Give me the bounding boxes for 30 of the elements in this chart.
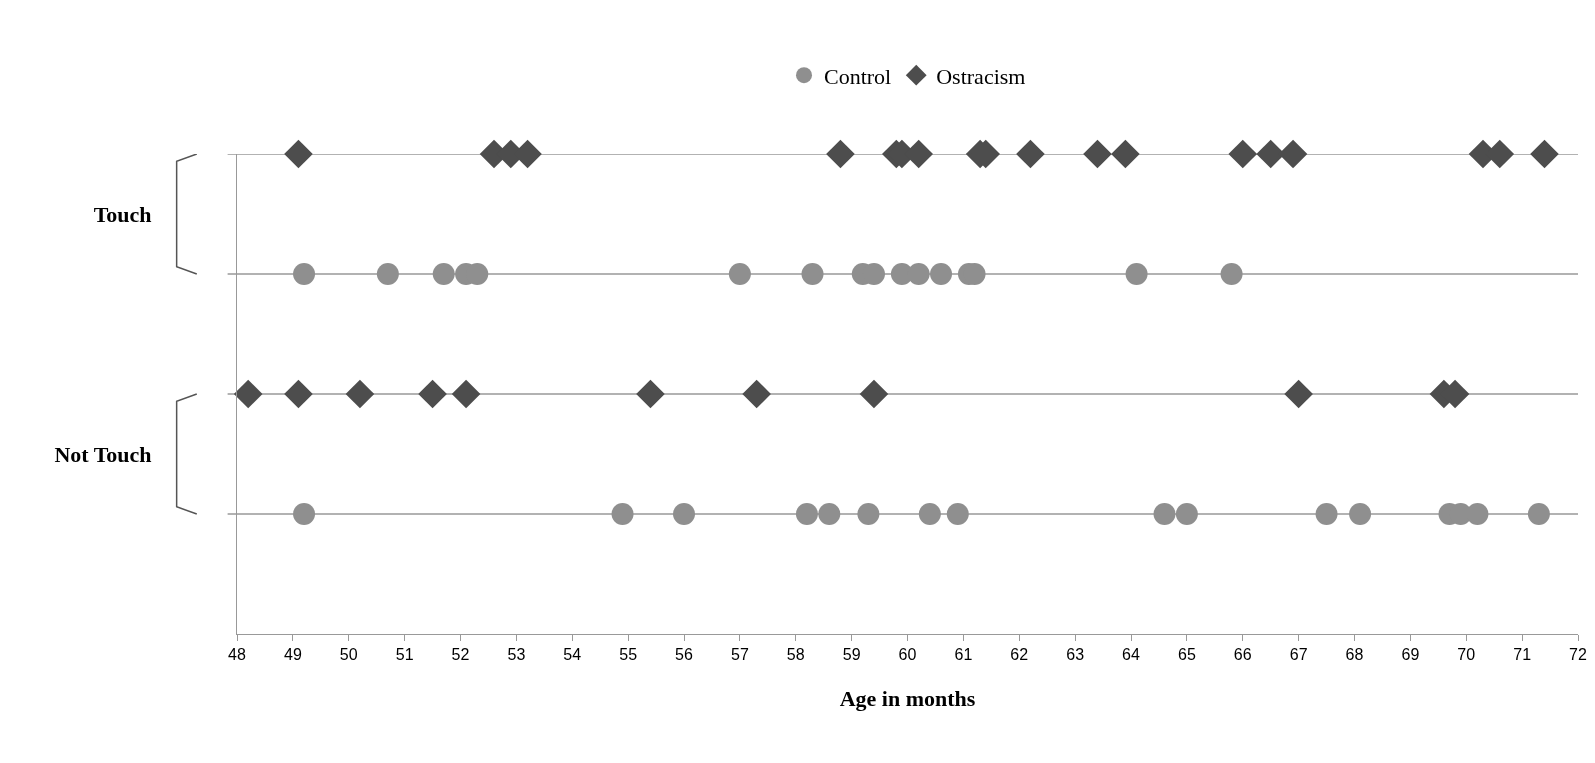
x-tick-label: 65	[1177, 646, 1196, 664]
x-tick-label: 70	[1457, 646, 1476, 664]
x-tick-label: 62	[1010, 646, 1029, 664]
x-tick-label: 64	[1122, 646, 1140, 664]
x-tick-label: 56	[675, 646, 693, 664]
x-tick-label: 61	[954, 646, 973, 664]
x-tick-label: 58	[786, 646, 805, 664]
y-tick-label: Not Touch	[54, 441, 152, 467]
x-tick-label: 71	[1513, 646, 1532, 664]
legend-label: Ostracism	[936, 63, 1026, 89]
x-tick-label: 50	[339, 646, 358, 664]
x-tick-label: 55	[619, 646, 638, 664]
x-tick-label: 68	[1345, 646, 1364, 664]
x-tick-label: 59	[842, 646, 861, 664]
x-tick-label: 48	[228, 646, 246, 664]
y-tick-label: Touch	[93, 201, 152, 227]
x-tick-label: 51	[395, 646, 414, 664]
legend-label: Control	[824, 63, 892, 89]
x-tick-label: 57	[730, 646, 749, 664]
x-tick-label: 66	[1233, 646, 1252, 664]
x-tick-label: 63	[1066, 646, 1085, 664]
x-tick-label: 52	[451, 646, 470, 664]
x-tick-label: 69	[1401, 646, 1420, 664]
x-tick-label: 67	[1289, 646, 1308, 664]
x-axis-title: Age in months	[839, 686, 976, 712]
x-tick-label: 53	[507, 646, 526, 664]
x-tick-label: 60	[898, 646, 917, 664]
x-tick-label: 49	[283, 646, 302, 664]
x-tick-label: 72	[1569, 646, 1587, 664]
x-tick-label: 54	[563, 646, 582, 664]
